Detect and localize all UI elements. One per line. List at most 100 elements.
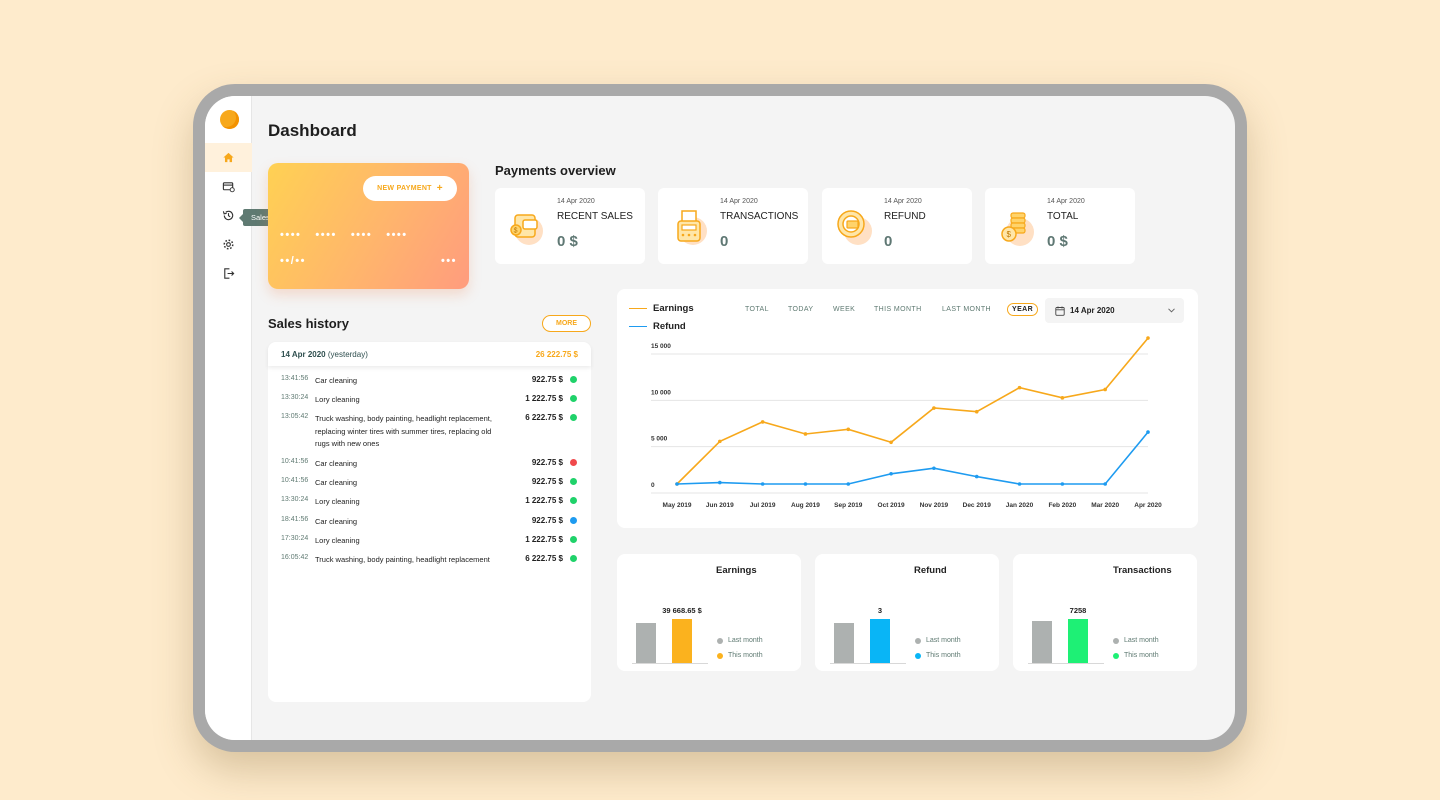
bar-baseline (1028, 663, 1104, 664)
sidebar-item-sales-history[interactable] (205, 201, 252, 230)
data-point-earnings (718, 439, 722, 444)
stat-value: 0 $ (557, 233, 578, 250)
filter-this-month[interactable]: THIS MONTH (874, 306, 922, 313)
data-point-refund (1017, 482, 1022, 486)
sale-amount: 922.75 $ (531, 477, 563, 486)
stat-label: TOTAL (1047, 211, 1079, 222)
sidebar-item-logout[interactable] (205, 259, 252, 288)
sale-description: Truck washing, body painting, headlight … (315, 555, 490, 564)
data-point-refund (675, 482, 679, 486)
legend-dot (717, 637, 723, 644)
stat-transactions[interactable]: 14 Apr 2020 TRANSACTIONS 0 (658, 188, 808, 264)
sale-time: 13:30:24 (281, 496, 309, 503)
status-dot-success (570, 536, 577, 543)
legend-line-earnings (629, 307, 647, 310)
legend-this-month: This month (717, 652, 763, 659)
legend-dot (1113, 637, 1119, 644)
legend-last-month: Last month (1113, 637, 1159, 644)
bar-value-label: 39 668.65 $ (662, 606, 702, 615)
data-point-refund (1060, 482, 1065, 486)
sale-description: Car cleaning (315, 517, 358, 526)
data-point-earnings (803, 432, 808, 436)
data-point-refund (718, 480, 722, 485)
sale-description: Car cleaning (315, 459, 358, 468)
sale-time: 13:30:24 (281, 394, 309, 401)
svg-text:$: $ (514, 228, 518, 235)
svg-text:$: $ (1007, 230, 1012, 239)
calendar-icon (1055, 306, 1065, 316)
filter-last-month[interactable]: LAST MONTH (942, 306, 991, 313)
series-line-refund (676, 431, 1149, 485)
sale-description: Lory cleaning (315, 536, 360, 545)
filter-today[interactable]: TODAY (788, 306, 814, 313)
sidebar-item-settings[interactable] (205, 230, 252, 259)
legend-last-month: Last month (915, 637, 961, 644)
status-dot-success (570, 555, 577, 562)
legend-dot (1113, 652, 1119, 659)
bar-last-month (1032, 620, 1052, 663)
y-tick-label: 5 000 (651, 436, 668, 443)
new-payment-label: NEW PAYMENT (377, 185, 432, 192)
bar-value-label: 3 (877, 606, 883, 615)
more-button[interactable]: MORE (542, 315, 591, 332)
summary-title: Earnings (716, 565, 757, 576)
filter-year[interactable]: YEAR (1007, 303, 1039, 316)
sidebar-item-home[interactable] (205, 143, 252, 172)
legend-earnings: Earnings (629, 303, 694, 314)
sale-time: 10:41:56 (281, 477, 309, 484)
stat-total[interactable]: $ 14 Apr 2020 TOTAL 0 $ (985, 188, 1135, 264)
data-point-earnings (974, 409, 979, 414)
x-tick-label: Apr 2020 (1134, 502, 1162, 509)
sale-amount: 1 222.75 $ (525, 394, 563, 403)
stat-date: 14 Apr 2020 (884, 198, 922, 205)
sales-day-total: 26 222.75 $ (535, 350, 578, 359)
legend-last-month: Last month (717, 637, 763, 644)
sale-description: Lory cleaning (315, 497, 360, 506)
status-dot-pending (570, 517, 577, 524)
card-number-group: •••• (386, 229, 408, 241)
bar-this-month (672, 619, 692, 663)
filter-total[interactable]: TOTAL (745, 306, 769, 313)
series-line-earnings (676, 337, 1149, 485)
legend-label: Earnings (653, 303, 694, 314)
sale-time: 10:41:56 (281, 458, 309, 465)
x-tick-label: Jun 2019 (706, 502, 734, 509)
y-tick-label: 15 000 (651, 343, 671, 350)
date-picker[interactable]: 14 Apr 2020 (1045, 298, 1184, 323)
legend-line-refund (629, 325, 647, 328)
stat-value: 0 (884, 233, 893, 250)
stat-recent-sales[interactable]: $ 14 Apr 2020 RECENT SALES 0 $ (495, 188, 645, 264)
stat-refund[interactable]: 14 Apr 2020 REFUND 0 (822, 188, 972, 264)
legend-this-month: This month (1113, 652, 1159, 659)
stat-label: RECENT SALES (557, 211, 633, 222)
sidebar-item-payments[interactable] (205, 172, 252, 201)
status-dot-success (570, 376, 577, 383)
legend-label: Last month (1124, 637, 1159, 644)
sales-day-header[interactable]: 14 Apr 2020 (yesterday) 26 222.75 $ (268, 342, 591, 366)
legend-dot (717, 652, 723, 659)
sidebar (205, 96, 252, 740)
x-tick-label: Oct 2019 (878, 502, 905, 509)
sale-amount: 922.75 $ (531, 375, 563, 384)
x-tick-label: Jul 2019 (750, 502, 776, 509)
refund-icon (837, 210, 872, 245)
stat-date: 14 Apr 2020 (720, 198, 758, 205)
data-point-refund (846, 482, 851, 486)
sale-time: 13:41:56 (281, 375, 309, 382)
chevron-down-icon (1168, 308, 1175, 313)
data-point-refund (1103, 482, 1107, 486)
wallet-icon: $ (510, 214, 543, 245)
stat-label: REFUND (884, 211, 926, 222)
sale-amount: 922.75 $ (531, 458, 563, 467)
history-icon (222, 210, 234, 221)
new-payment-button[interactable]: NEW PAYMENT + (363, 176, 457, 201)
filter-week[interactable]: WEEK (833, 306, 856, 313)
legend-label: Last month (926, 637, 961, 644)
x-tick-label: Aug 2019 (791, 502, 820, 509)
pos-terminal-icon (677, 210, 707, 245)
sale-amount: 6 222.75 $ (525, 413, 563, 422)
sales-day-date: 14 Apr 2020 (yesterday) (281, 350, 368, 359)
legend-dot (915, 652, 921, 659)
status-dot-success (570, 478, 577, 485)
earnings-refund-line-chart: 0 5 000 10 000 15 000 May 2019 Jun 2019 Jul 20… (651, 336, 1162, 509)
